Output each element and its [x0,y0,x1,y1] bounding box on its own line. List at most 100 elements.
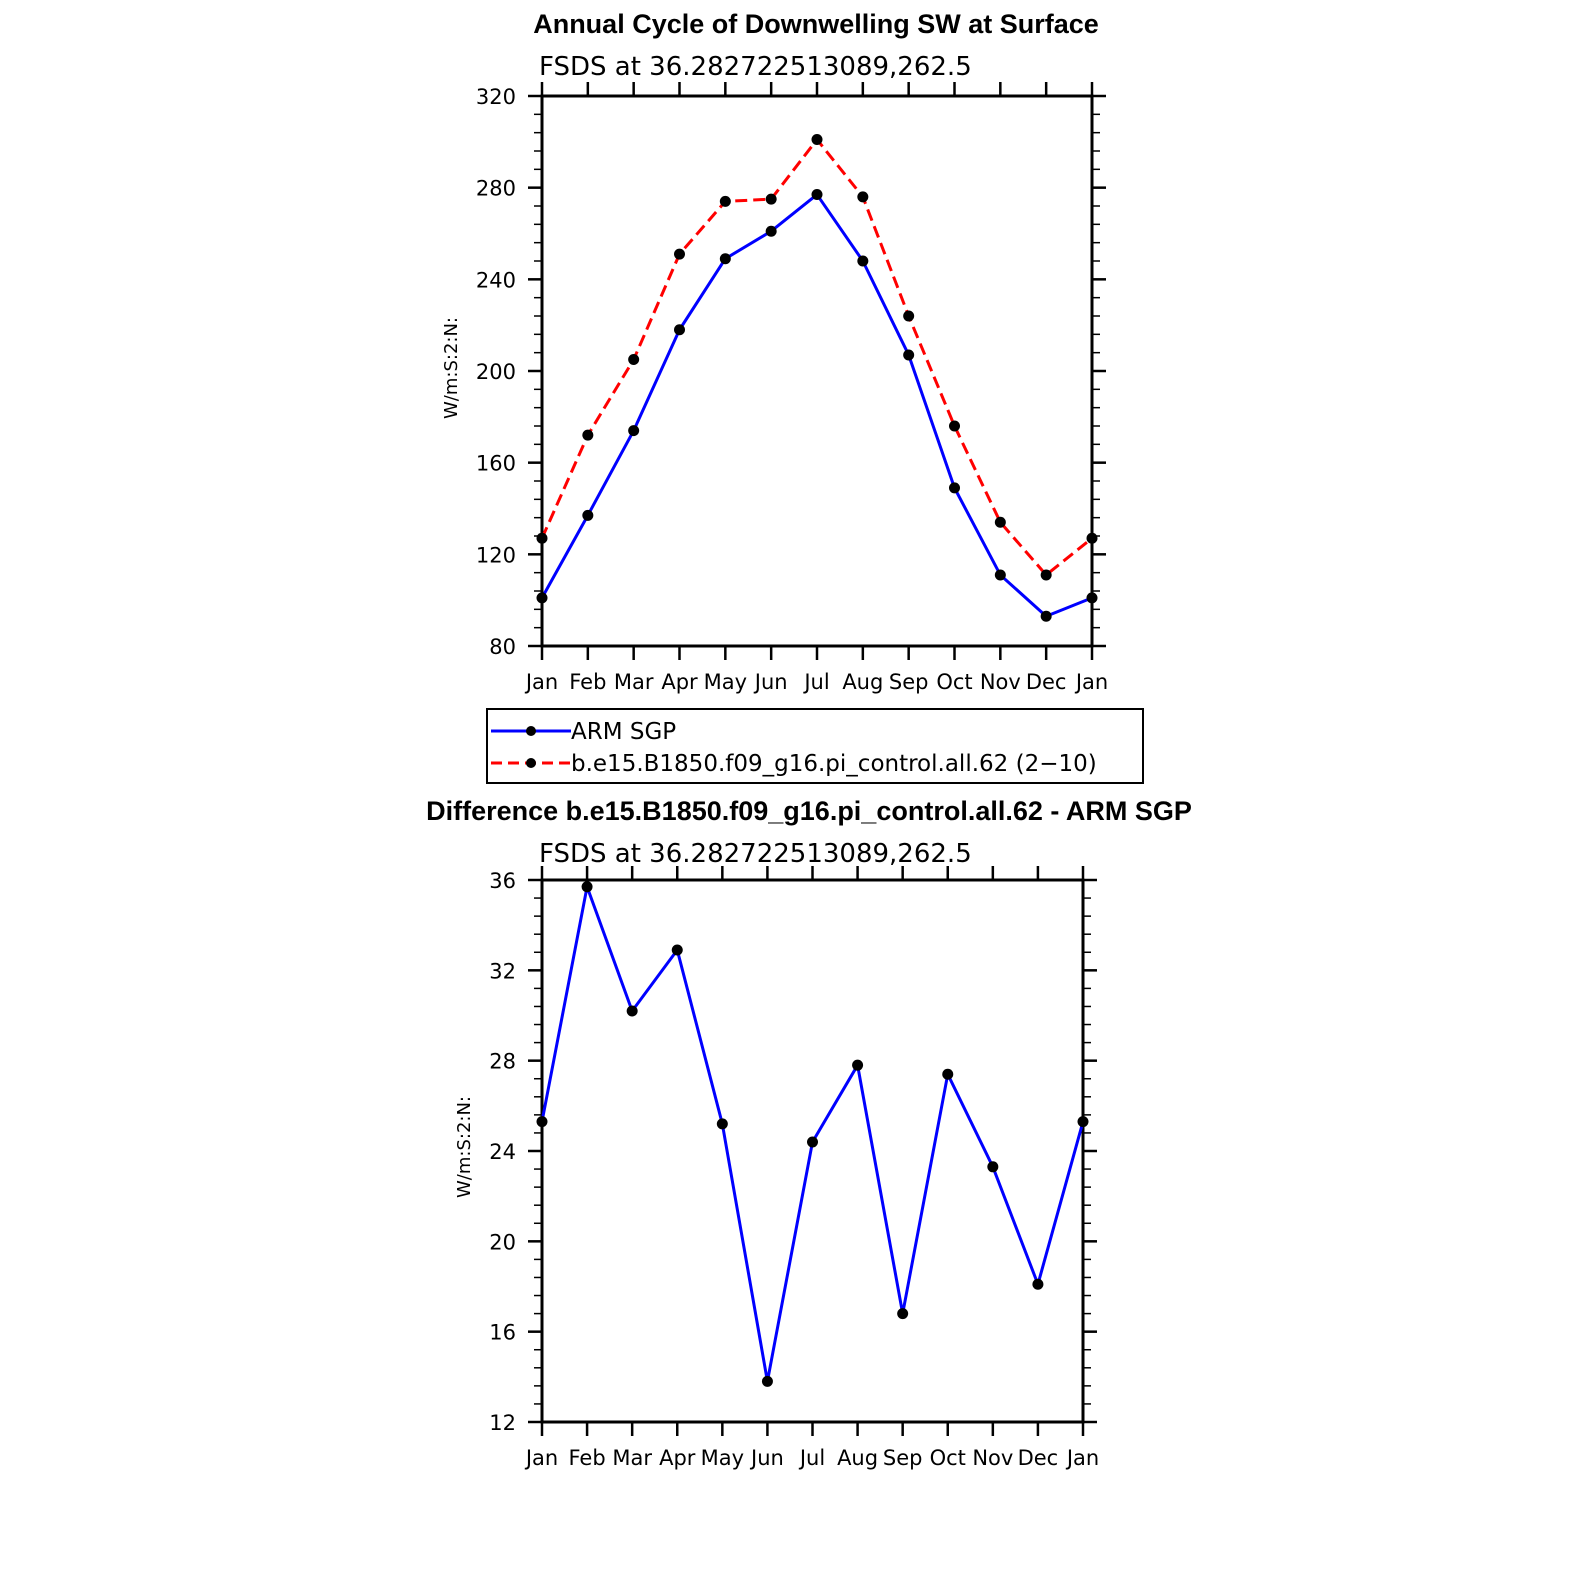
chart2-series-difference-point [761,1375,773,1387]
chart1-subtitle: FSDS at 36.282722513089,262.5 [539,52,972,82]
chart2-frame [540,878,1085,1424]
chart1-plot-area: Jan Feb Mar Apr May Jun Jul Aug Sep Oct Nov Dec Jan 8… [476,82,1108,694]
chart1-series-b-e15-b1850-f09-g16-pi-control-all-62-2-10-point [628,354,640,366]
chart2-y-tick-label: 24 [489,1140,516,1164]
chart1-series-arm-sgp-point [1040,610,1052,622]
chart2-y-tick-label: 16 [489,1321,516,1345]
chart1-series-b-e15-b1850-f09-g16-pi-control-all-62-2-10-point [765,193,777,205]
chart1-x-tick-label: Sep [889,670,929,694]
chart2-x-tick-label: Oct [930,1446,966,1470]
chart2-x-tick-label: Feb [568,1446,605,1470]
chart1-series-b-e15-b1850-f09-g16-pi-control-all-62-2-10-point [949,420,960,432]
chart1-series-arm-sgp-point [536,592,548,604]
chart1-y-tick-label: 160 [476,452,516,476]
chart1-legend: ARM SGP b.e15.B1850.f09_g16.pi_control.a… [486,708,1144,784]
chart1-y-tick-label: 200 [476,360,516,384]
chart1-y-tick-label: 240 [476,268,516,292]
chart2-x-tick-label: Apr [659,1446,696,1470]
chart1-x-tick-label: Jan [524,670,558,694]
chart1-series-arm-sgp-point [811,189,823,201]
chart1-x-tick-label: Jan [1074,670,1108,694]
chart1-x-tick-label: Jun [753,670,788,694]
chart2-y-tick-label: 28 [489,1050,516,1074]
legend-marker-arm-sgp [526,726,536,736]
chart2-y-tick-label: 36 [489,869,516,893]
chart1-series-arm-sgp-point [994,569,1006,581]
chart1-x-tick-label: Mar [614,670,654,694]
chart1-series-b-e15-b1850-f09-g16-pi-control-all-62-2-10-point [719,195,731,207]
chart1-series-arm-sgp-point [765,225,777,237]
legend-box [486,708,1144,784]
chart1-series-b-e15-b1850-f09-g16-pi-control-all-62-2-10-point [582,429,594,441]
chart1-y-tick-label: 320 [476,85,516,109]
legend-label-model: b.e15.B1850.f09_g16.pi_control.all.62 (2… [571,751,1097,777]
chart1-series-b-e15-b1850-f09-g16-pi-control-all-62-2-10-point [1086,532,1098,544]
chart1-series-arm-sgp-point [674,324,685,336]
chart2-series-difference-point [1077,1116,1089,1128]
chart1-x-tick-label: Oct [936,670,972,694]
chart2-plot-area: Jan Feb Mar Apr May Jun Jul Aug Sep Oct Nov Dec Jan1… [489,866,1099,1470]
chart2-series-difference-line [540,885,1085,1383]
chart2-x-tick-label: May [701,1446,744,1470]
chart2-series-difference-point [807,1136,818,1148]
chart2-series-difference-point [897,1308,909,1320]
chart2-series-difference-point [626,1005,638,1017]
chart1-y-tick-label: 80 [489,635,516,659]
chart2-x-tick-label: Dec [1018,1446,1059,1470]
chart1-series-b-e15-b1850-f09-g16-pi-control-all-62-2-10-point [1040,569,1052,581]
chart2-x-tick-label: Jan [1065,1446,1099,1470]
chart2-title: Difference b.e15.B1850.f09_g16.pi_contro… [426,796,1192,826]
chart1-series-arm-sgp-point [903,349,915,361]
chart1-series-arm-sgp-point [949,482,960,494]
chart1-x-tick-label: Feb [569,670,606,694]
chart1-y-tick-label: 120 [476,543,516,567]
chart1-series-b-e15-b1850-f09-g16-pi-control-all-62-2-10-point [674,248,685,260]
chart1-frame [540,94,1094,648]
legend-item-model: b.e15.B1850.f09_g16.pi_control.all.62 (2… [491,751,1097,777]
chart1-series-b-e15-b1850-f09-g16-pi-control-all-62-2-10-point [994,516,1006,528]
chart2-ylabel: W/m:S:2:N: [454,1096,475,1198]
chart2-x-tick-label: Jan [524,1446,558,1470]
chart2-series-difference-point [671,944,683,956]
chart2-x-tick-label: Aug [837,1446,878,1470]
chart1-series-b-e15-b1850-f09-g16-pi-control-all-62-2-10-point [811,134,823,146]
chart1-series-b-e15-b1850-f09-g16-pi-control-all-62-2-10-point [903,310,915,322]
chart1-x-tick-label: Jul [802,670,829,694]
chart2-series-difference-point [536,1116,548,1128]
chart1-series-arm-sgp-point [628,425,640,437]
chart1-series-b-e15-b1850-f09-g16-pi-control-all-62-2-10-point [536,532,548,544]
chart2-series-difference-point [1032,1278,1044,1290]
chart2-series-difference-point [581,881,593,893]
chart2-series-difference-point [716,1118,728,1130]
chart1-x-tick-label: Apr [661,670,698,694]
chart1-series-b-e15-b1850-f09-g16-pi-control-all-62-2-10-point [857,191,869,203]
chart1-x-tick-label: Nov [980,670,1021,694]
chart2-y-tick-label: 12 [489,1411,516,1435]
chart1-series-arm-sgp-line [540,193,1093,618]
chart2-x-tick-label: Sep [883,1446,923,1470]
chart1-series-arm-sgp-point [719,253,731,265]
chart2-series-difference-point [942,1068,954,1080]
chart1-y-tick-label: 280 [476,177,516,201]
chart2-x-tick-label: Jul [798,1446,825,1470]
chart1-title: Annual Cycle of Downwelling SW at Surfac… [533,9,1099,39]
legend-item-arm-sgp: ARM SGP [491,719,676,745]
chart1-x-tick-label: May [704,670,747,694]
chart1-x-tick-label: Aug [842,670,883,694]
chart1-series-arm-sgp-point [857,255,869,267]
chart2-x-tick-label: Mar [612,1446,652,1470]
chart1-series-arm-sgp-point [1086,592,1098,604]
chart2-x-tick-label: Jun [749,1446,784,1470]
chart2-y-tick-label: 32 [489,959,516,983]
chart1-x-tick-label: Dec [1026,670,1067,694]
chart2-y-tick-label: 20 [489,1230,516,1254]
legend-marker-model [526,758,536,768]
chart1-ylabel: W/m:S:2:N: [441,317,462,419]
chart2-subtitle: FSDS at 36.282722513089,262.5 [539,839,972,869]
chart2-x-tick-label: Nov [972,1446,1013,1470]
chart1-series-b-e15-b1850-f09-g16-pi-control-all-62-2-10-line [540,138,1093,577]
chart2-series-difference-point [987,1161,999,1173]
legend-label-arm-sgp: ARM SGP [571,719,676,745]
chart2-series-difference-point [852,1059,864,1071]
